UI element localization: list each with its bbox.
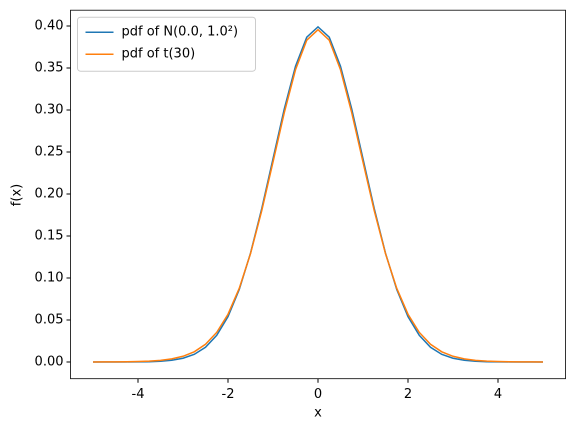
legend-box [77,16,256,72]
legend-label: pdf of N(0.0, 1.0²) [122,25,239,40]
y-tick-label: 0.35 [35,60,64,75]
y-tick-label: 0.05 [35,312,64,327]
y-tick-label: 0.20 [35,186,64,201]
y-tick-label: 0.15 [35,228,64,243]
series-line [93,25,543,363]
x-tick-label: 2 [404,387,412,402]
y-tick-label: 0.00 [35,354,64,369]
y-tick-label: 0.40 [35,18,64,33]
x-tick-label: -4 [132,387,145,402]
legend-label: pdf of t(30) [122,47,196,62]
x-tick-label: -2 [222,387,235,402]
y-tick-label: 0.30 [35,102,64,117]
x-tick-label: 4 [494,387,502,402]
y-axis-label: f(x) [10,184,25,206]
plot-frame [70,9,566,380]
x-axis-label: x [314,406,322,421]
y-tick-label: 0.25 [35,144,64,159]
x-tick-label: 0 [314,387,322,402]
y-tick-label: 0.10 [35,270,64,285]
series-line [92,28,544,363]
